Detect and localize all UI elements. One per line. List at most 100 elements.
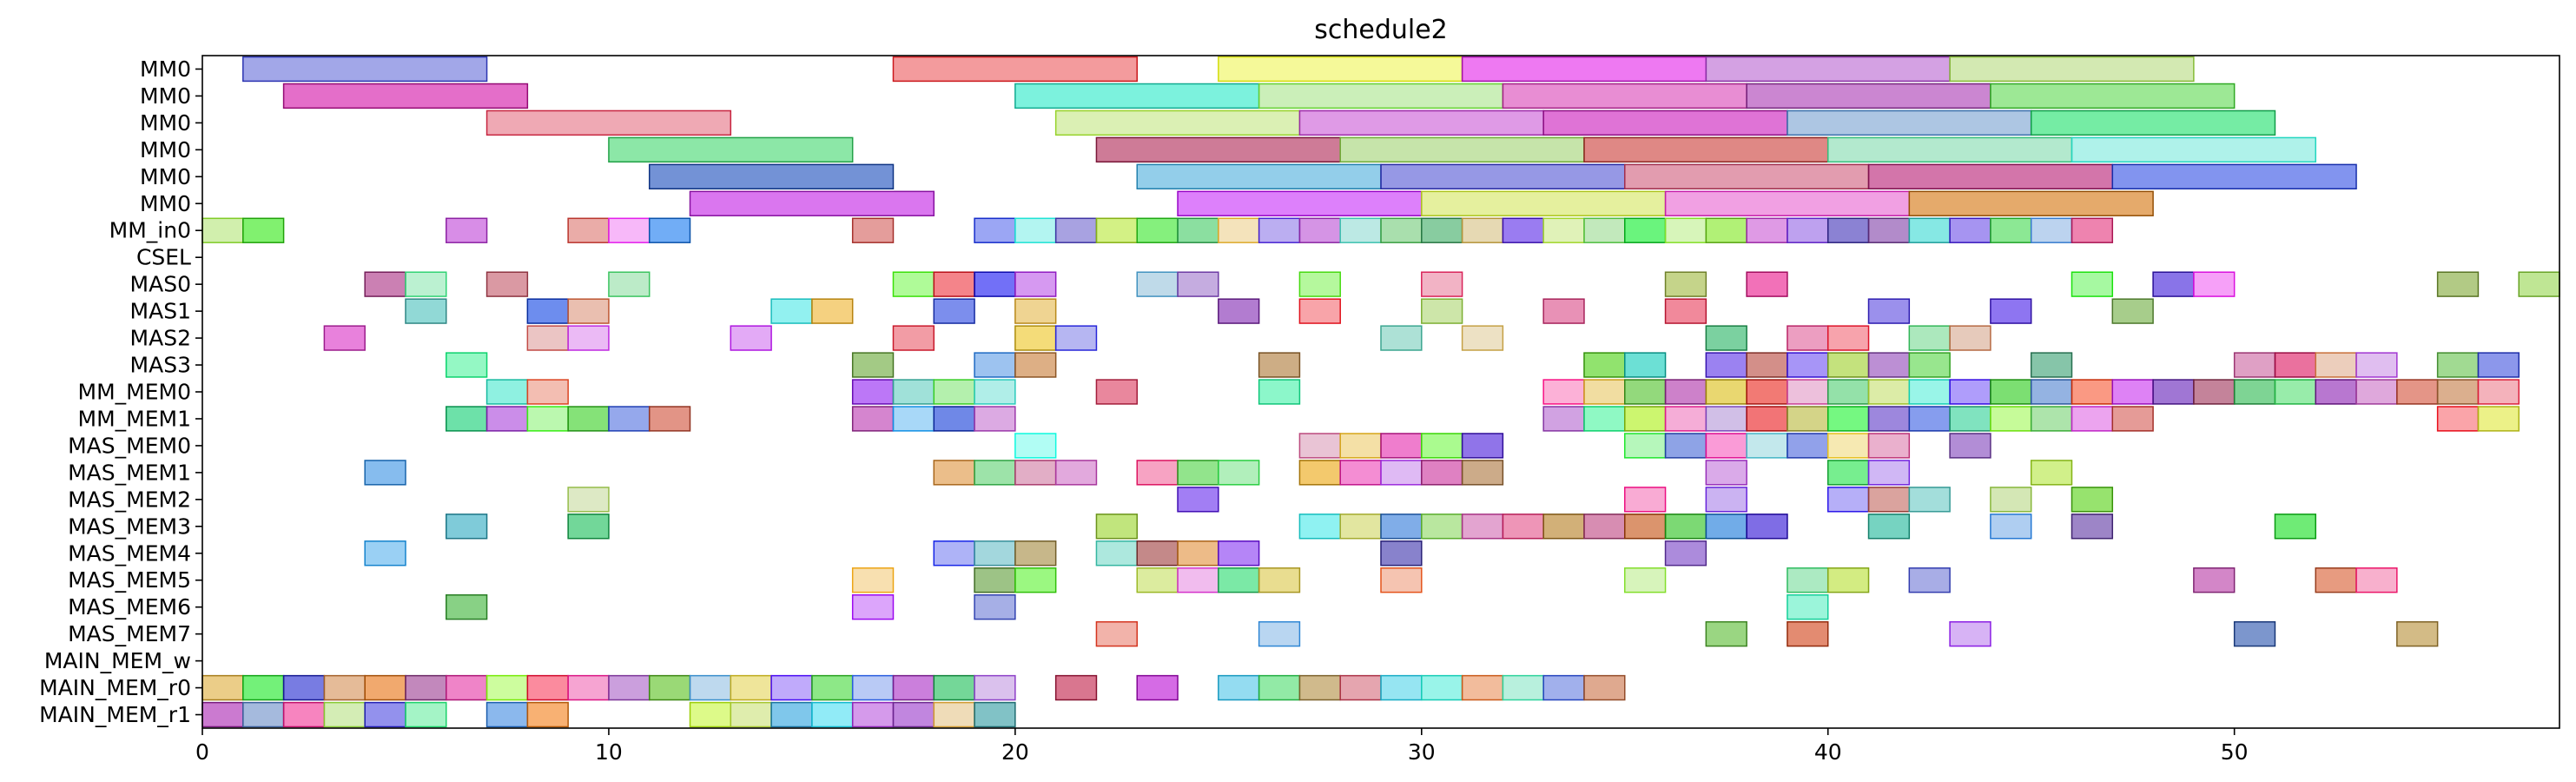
- y-tick-label: MM0: [140, 83, 191, 109]
- task-bar: [1421, 271, 1463, 297]
- y-tick-label: MM0: [140, 137, 191, 162]
- task-bar: [1054, 217, 1098, 243]
- task-bar: [1908, 567, 1951, 593]
- task-bar: [2477, 406, 2520, 432]
- task-bar: [1421, 460, 1463, 486]
- task-bar: [2396, 620, 2439, 647]
- task-bar: [1826, 325, 1870, 351]
- task-bar: [648, 406, 691, 432]
- task-bar: [1664, 514, 1707, 540]
- task-bar: [1908, 217, 1951, 243]
- x-tick-label: 40: [1814, 739, 1842, 765]
- y-tick-label: MAS_MEM7: [68, 621, 191, 646]
- task-bar: [933, 271, 975, 297]
- task-bar: [1624, 406, 1667, 432]
- task-bar: [1339, 514, 1382, 540]
- task-bar: [892, 406, 935, 432]
- task-bar: [1908, 352, 1951, 378]
- task-bar: [2071, 379, 2114, 405]
- y-tick-label: MAIN_MEM_w: [44, 648, 191, 673]
- task-bar: [242, 217, 285, 243]
- x-axis: 0 10 20 30 40 50: [195, 728, 2249, 765]
- y-tick-label: MM0: [140, 191, 191, 216]
- task-bar: [1258, 567, 1301, 593]
- task-bar: [1624, 379, 1667, 405]
- task-bar: [526, 298, 569, 324]
- task-bar: [1136, 540, 1179, 567]
- task-bar: [2111, 379, 2154, 405]
- task-bar: [446, 593, 488, 620]
- task-bar: [1380, 325, 1423, 351]
- task-bar: [282, 674, 326, 701]
- task-bar: [1218, 56, 1463, 83]
- task-bar: [1095, 620, 1138, 647]
- task-bar: [1908, 406, 1951, 432]
- task-bar: [1421, 298, 1463, 324]
- task-bar: [1380, 674, 1423, 701]
- task-bar: [730, 674, 772, 701]
- task-bar: [1014, 540, 1057, 567]
- task-bar: [1664, 406, 1707, 432]
- y-tick-label: MAS_MEM6: [68, 594, 191, 620]
- task-bar: [1746, 514, 1788, 540]
- task-bar: [1218, 674, 1260, 701]
- task-bar: [892, 674, 935, 701]
- task-bar: [1421, 674, 1463, 701]
- task-bar: [974, 593, 1016, 620]
- task-bar: [2274, 352, 2316, 378]
- task-bar: [1990, 379, 2032, 405]
- task-bar: [1054, 325, 1098, 351]
- task-bar: [1014, 433, 1057, 459]
- task-bar: [1542, 298, 1585, 324]
- task-bar: [2436, 406, 2480, 432]
- task-bar: [851, 593, 895, 620]
- task-bar: [1787, 352, 1829, 378]
- task-bar: [1624, 487, 1667, 513]
- task-bar: [2355, 379, 2398, 405]
- task-bar: [364, 460, 406, 486]
- task-bar: [1867, 460, 1911, 486]
- task-bar: [526, 379, 569, 405]
- task-bar: [2518, 271, 2560, 297]
- task-bar: [1867, 163, 2114, 190]
- task-bar: [1339, 433, 1382, 459]
- y-tick-label: MM0: [140, 56, 191, 82]
- task-bar: [526, 406, 569, 432]
- task-bar: [1705, 487, 1747, 513]
- task-bar: [1054, 109, 1301, 136]
- task-bar: [1014, 460, 1057, 486]
- y-tick-label: MAS1: [130, 299, 191, 324]
- task-bar: [1867, 487, 1911, 513]
- task-bar: [1705, 56, 1951, 83]
- y-tick-label: MM_in0: [109, 218, 191, 243]
- x-tick-label: 50: [2221, 739, 2249, 765]
- task-bar: [1949, 433, 1991, 459]
- task-bar: [1867, 514, 1911, 540]
- task-bar: [1624, 352, 1667, 378]
- task-bar: [1095, 514, 1138, 540]
- task-bar: [730, 701, 772, 728]
- task-bar: [1014, 217, 1057, 243]
- task-bar: [1380, 567, 1423, 593]
- task-bar: [933, 460, 975, 486]
- task-bar: [2030, 352, 2073, 378]
- task-bar: [1298, 674, 1341, 701]
- task-bar: [1787, 567, 1829, 593]
- bars-layer: [201, 56, 2560, 728]
- task-bar: [974, 701, 1016, 728]
- task-bar: [1664, 433, 1707, 459]
- task-bar: [1826, 406, 1870, 432]
- task-bar: [2193, 379, 2236, 405]
- task-bar: [1136, 217, 1179, 243]
- task-bar: [1746, 271, 1788, 297]
- task-bar: [974, 217, 1016, 243]
- task-bar: [1746, 217, 1788, 243]
- task-bar: [1705, 460, 1747, 486]
- task-bar: [1421, 514, 1463, 540]
- task-bar: [1339, 460, 1382, 486]
- task-bar: [1461, 674, 1504, 701]
- task-bar: [974, 352, 1016, 378]
- task-bar: [1218, 460, 1260, 486]
- task-bar: [1380, 433, 1423, 459]
- task-bar: [1461, 56, 1707, 83]
